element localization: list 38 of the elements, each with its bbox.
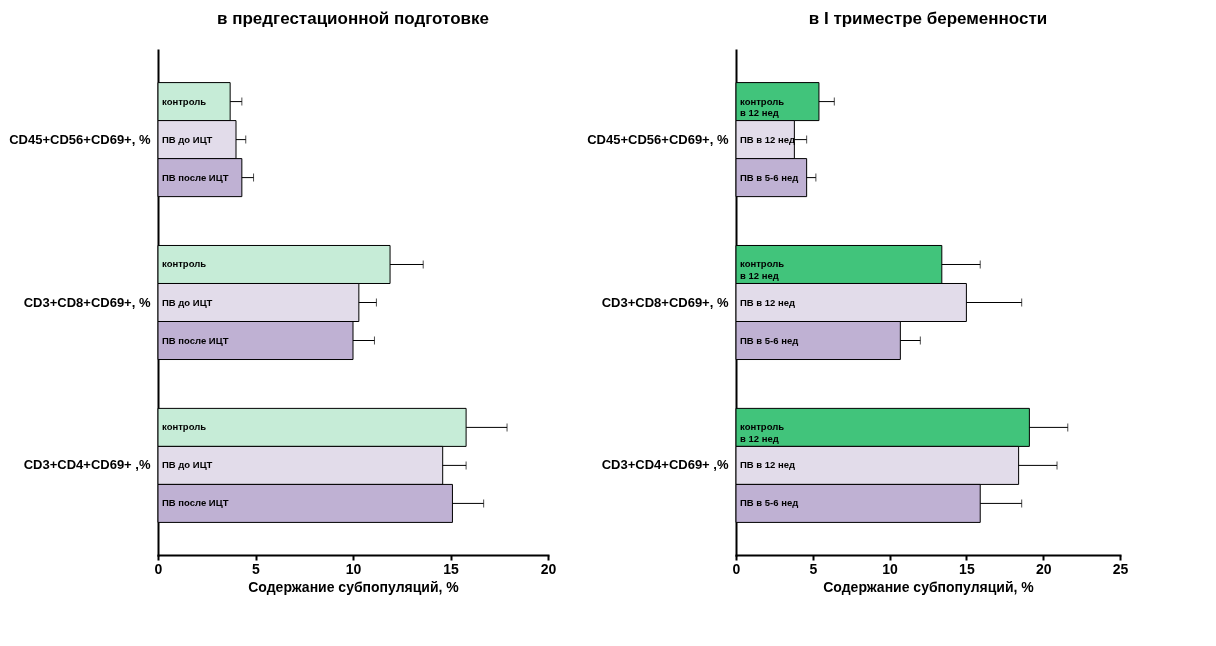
- chart-title: в I триместре беременности: [808, 9, 1048, 28]
- text: ПВ до ИЦТ: [162, 459, 213, 471]
- text: контроль в 12 нед: [740, 421, 785, 444]
- series-label: ПВ после ИЦТ: [162, 171, 229, 183]
- x-tick-label: 5: [809, 560, 818, 577]
- x-tick-label: 10: [345, 560, 362, 577]
- x-tick-label: 20: [1035, 560, 1052, 577]
- text: ПВ после ИЦТ: [162, 334, 229, 346]
- x-tick-label: 15: [959, 560, 975, 577]
- text: ПВ после ИЦТ: [162, 497, 229, 509]
- x-tick-label: 25: [1112, 560, 1129, 577]
- x-tick-label: 0: [154, 560, 163, 577]
- x-tick-label: 0: [732, 560, 741, 577]
- series-label: контроль: [162, 95, 207, 107]
- y-tick-label: CD45+CD56+CD69+, %: [587, 131, 729, 147]
- text: контроль: [162, 258, 207, 270]
- series-label: контроль в 12 нед: [740, 95, 785, 119]
- text: ПВ в 12 нед: [740, 459, 796, 471]
- x-tick-label: 15: [443, 560, 459, 577]
- chart-title: в предгестационной подготовке: [217, 9, 489, 28]
- text: ПВ в 5-6 нед: [740, 334, 799, 346]
- x-tick-label: 20: [540, 560, 557, 577]
- x-axis-title: Содержание субпопуляций, %: [248, 578, 460, 595]
- x-axis-title: Содержание субпопуляций, %: [823, 578, 1035, 595]
- text: ПВ в 5-6 нед: [740, 497, 799, 509]
- y-tick-label: CD45+CD56+CD69+, %: [9, 131, 151, 147]
- text: ПВ в 12 нед: [740, 296, 796, 308]
- x-tick-label: 5: [252, 560, 261, 577]
- y-tick-label: CD3+CD8+CD69+, %: [23, 294, 151, 310]
- text: контроль: [162, 421, 207, 433]
- series-label: ПВ до ИЦТ: [162, 133, 213, 145]
- y-tick-label: CD3+CD4+CD69+ ,%: [23, 457, 151, 473]
- y-tick-label: CD3+CD8+CD69+, %: [601, 294, 729, 310]
- text: ПВ до ИЦТ: [162, 296, 213, 308]
- y-tick-label: CD3+CD4+CD69+ ,%: [601, 457, 729, 473]
- x-tick-label: 10: [882, 560, 899, 577]
- text: контроль в 12 нед: [740, 258, 785, 281]
- series-label: ПВ в 5-6 нед: [740, 171, 799, 183]
